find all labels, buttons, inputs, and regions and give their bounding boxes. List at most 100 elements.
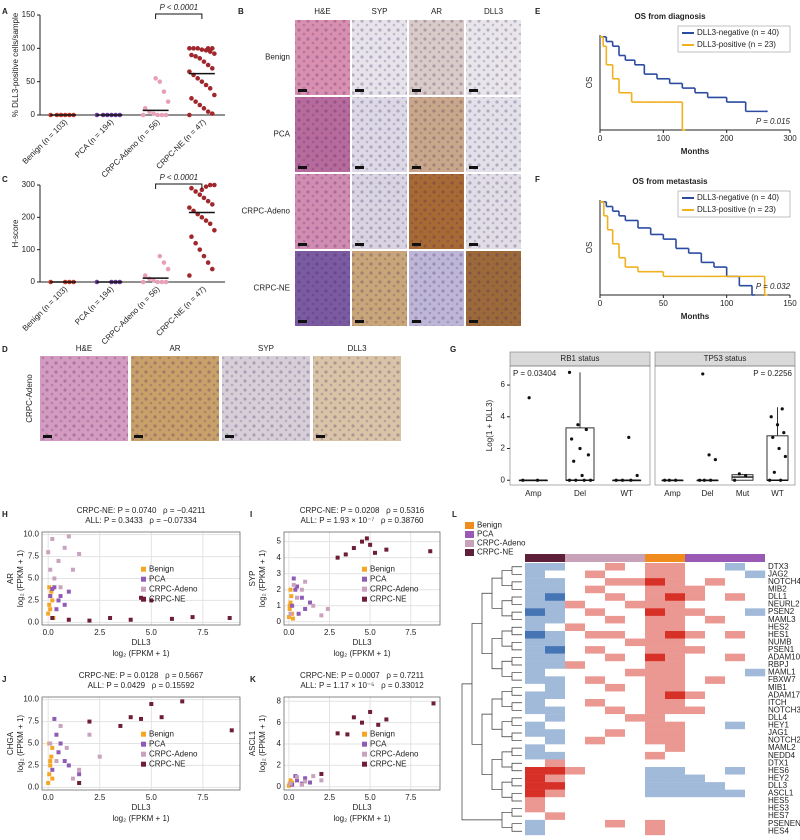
heatmap-cell: [745, 676, 766, 685]
data-point: [66, 763, 71, 768]
data-point: [288, 781, 293, 786]
x-axis-label: DLL3: [131, 638, 151, 647]
y-axis-label: SYP: [248, 570, 257, 586]
data-point: [335, 555, 340, 560]
dendrogram-branch: [511, 581, 522, 590]
data-point: [205, 109, 211, 114]
heatmap-cell: [625, 759, 646, 768]
x-tick-label: 5.0: [365, 628, 377, 637]
x-axis-label: DLL3: [352, 638, 372, 647]
legend-label: DLL3-positive (n = 23): [697, 205, 776, 214]
heatmap-cell: [665, 661, 686, 669]
data-point: [49, 589, 54, 594]
heatmap-cell: [625, 767, 646, 775]
heatmap-cell: [545, 699, 566, 707]
legend-swatch: [141, 566, 146, 572]
legend-label: CRPC-NE: [149, 594, 185, 603]
heatmap-cell: [525, 736, 546, 745]
data-point: [783, 454, 787, 459]
row-label: CRPC-Adeno: [25, 374, 34, 423]
p-value: P = 0.2256: [753, 369, 792, 378]
heatmap-cell: [665, 646, 686, 654]
data-point: [197, 192, 203, 197]
heatmap-cell: [705, 646, 726, 654]
gene-label: DLL4: [768, 713, 788, 722]
heatmap-cell: [625, 751, 646, 760]
heatmap-cell: [565, 691, 586, 700]
heatmap-cell: [705, 623, 726, 632]
heatmap-cell: [525, 706, 546, 715]
data-point: [212, 51, 217, 56]
heatmap-cell: [745, 615, 766, 624]
heatmap-cell: [625, 706, 646, 715]
data-point: [212, 92, 217, 98]
heatmap-cell: [745, 767, 766, 775]
data-point: [205, 260, 211, 265]
y-tick-label: 0: [501, 475, 506, 484]
heatmap-cell: [585, 585, 606, 594]
heatmap-cell: [585, 623, 606, 632]
data-point: [201, 195, 207, 201]
data-point: [376, 722, 381, 727]
column-header: SYP: [371, 7, 387, 16]
data-point: [287, 606, 292, 611]
scale-bar: [469, 320, 478, 323]
panel-label: D: [2, 345, 8, 354]
heatmap-cell: [685, 812, 706, 821]
heatmap-cell: [705, 631, 726, 639]
heatmap-cell: [605, 676, 626, 685]
heatmap-cell: [705, 714, 726, 722]
heatmap-cell: [605, 600, 626, 609]
x-axis-label: DLL3: [352, 803, 372, 812]
data-point: [777, 446, 781, 451]
data-point: [288, 611, 293, 616]
heatmap-cell: [605, 714, 626, 722]
y-tick-label: 1: [277, 601, 282, 610]
heatmap-cell: [545, 759, 566, 768]
x-tick-label: 5.0: [146, 793, 158, 802]
heatmap-cell: [725, 706, 746, 715]
scale-bar: [412, 89, 421, 92]
data-point: [207, 221, 213, 227]
y-tick-label: 0.0: [28, 617, 40, 626]
heatmap-cell: [605, 744, 626, 753]
legend-swatch: [141, 731, 146, 737]
heatmap-cell: [725, 736, 746, 745]
heatmap-cell: [685, 782, 706, 790]
heatmap-cell: [685, 736, 706, 745]
x-tick-label: 0.0: [283, 793, 295, 802]
row-label: CRPC-Adeno: [242, 207, 291, 216]
heatmap-cell: [565, 706, 586, 715]
data-point: [159, 279, 165, 285]
heatmap-cell: [705, 782, 726, 790]
x-tick-label: 7.5: [405, 628, 417, 637]
y-tick-label: 2.5: [28, 761, 40, 770]
tissue-texture: [466, 97, 521, 172]
heatmap-cell: [625, 638, 646, 647]
y-tick-label: 0: [31, 277, 36, 286]
legend-label: PCA: [477, 530, 494, 539]
x-tick-label: 2.5: [324, 793, 336, 802]
heatmap-cell: [685, 676, 706, 685]
x-tick-label: 2.5: [94, 628, 106, 637]
legend-label: Benign: [370, 729, 395, 738]
heatmap-cell: [725, 676, 746, 685]
heatmap-cell: [645, 683, 666, 692]
x-axis-label: DLL3: [131, 803, 151, 812]
data-point: [768, 478, 772, 482]
heatmap-cell: [685, 653, 706, 662]
facet-title: TP53 status: [704, 354, 747, 363]
data-point: [578, 446, 582, 451]
dendrogram-branch: [501, 811, 512, 828]
heatmap-cell: [725, 593, 746, 601]
column-annotation: [645, 554, 665, 562]
heatmap-cell: [705, 683, 726, 692]
data-point: [66, 617, 71, 622]
data-point: [189, 234, 194, 240]
category-label: Benign (n = 103): [21, 284, 70, 333]
gene-label: NOTCH3: [768, 705, 800, 714]
heatmap-cell: [645, 714, 666, 722]
heatmap-cell: [665, 819, 686, 828]
heatmap-cell: [745, 744, 766, 753]
